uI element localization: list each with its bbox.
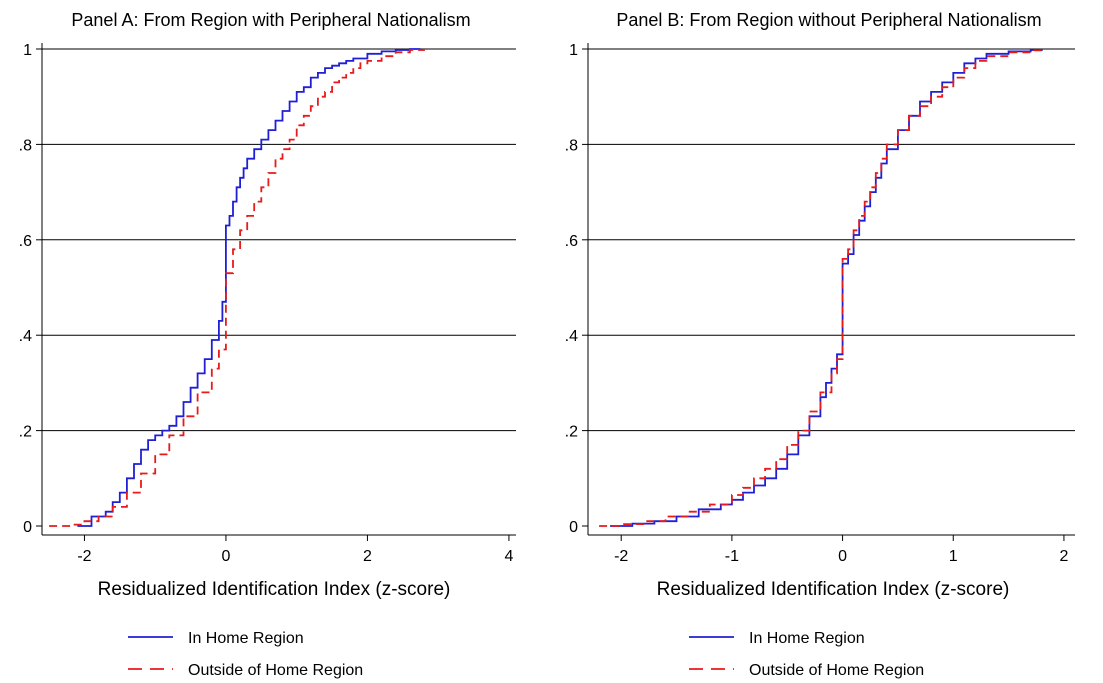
panel-a-x-tick-label: 0 <box>221 548 230 565</box>
panel-b-x-tick-label: -1 <box>725 548 739 565</box>
panel-b-legend: In Home Region Outside of Home Region <box>689 630 924 679</box>
panel-b-y-tick-label: .6 <box>565 233 578 250</box>
panel-a-x-tick-label: 2 <box>363 548 372 565</box>
panel-b-x-tick-label: 2 <box>1059 548 1068 565</box>
panel-a: Panel A: From Region with Peripheral Nat… <box>19 10 516 679</box>
panel-b-x-axis-title: Residualized Identification Index (z-sco… <box>657 579 1010 600</box>
panel-a-x-tick-label: 4 <box>504 548 513 565</box>
panel-b-x-tick-label: 0 <box>838 548 847 565</box>
panel-a-gridlines <box>42 48 516 432</box>
panel-b: Panel B: From Region without Peripheral … <box>565 10 1075 679</box>
panel-a-legend-label: In Home Region <box>188 630 304 647</box>
panel-b-y-tick-label: .4 <box>565 328 578 345</box>
panel-a-y-tick-label: .6 <box>19 233 32 250</box>
panel-b-axes: 0 .2 .4 .6 .8 1 -2 -1 0 1 2 <box>565 42 1075 565</box>
panel-b-y-tick-label: 1 <box>569 42 578 59</box>
panel-a-y-tick-label: .8 <box>19 137 32 154</box>
panel-b-series-line-outside-home-region <box>599 49 1043 527</box>
panel-a-series-line-outside-home-region <box>49 49 425 527</box>
panel-a-legend: In Home Region Outside of Home Region <box>128 630 363 679</box>
panel-b-series <box>599 49 1043 527</box>
panel-a-axes: 0 .2 .4 .6 .8 1 -2 0 2 4 <box>19 42 516 565</box>
panel-b-series-line-in-home-region <box>610 49 1043 527</box>
panel-a-x-axis-title: Residualized Identification Index (z-sco… <box>98 579 451 600</box>
panel-a-x-tick-label: -2 <box>77 548 91 565</box>
panel-a-y-tick-label: .4 <box>19 328 32 345</box>
panel-b-y-tick-label: .2 <box>565 424 578 441</box>
panel-b-x-tick-label: 1 <box>949 548 958 565</box>
panel-a-series <box>49 48 425 527</box>
panel-a-y-tick-label: 1 <box>23 42 32 59</box>
panel-b-y-tick-label: .8 <box>565 137 578 154</box>
panel-b-y-tick-label: 0 <box>569 519 578 536</box>
panel-b-title: Panel B: From Region without Peripheral … <box>616 10 1041 30</box>
panel-b-legend-label: In Home Region <box>749 630 865 647</box>
panel-a-title: Panel A: From Region with Peripheral Nat… <box>71 10 470 30</box>
panel-b-gridlines <box>588 48 1075 432</box>
panel-a-series-line-in-home-region <box>77 48 421 527</box>
panel-b-x-tick-label: -2 <box>614 548 628 565</box>
panel-a-legend-label: Outside of Home Region <box>188 662 363 679</box>
panel-b-legend-label: Outside of Home Region <box>749 662 924 679</box>
panel-a-y-tick-label: 0 <box>23 519 32 536</box>
panel-a-y-tick-label: .2 <box>19 424 32 441</box>
